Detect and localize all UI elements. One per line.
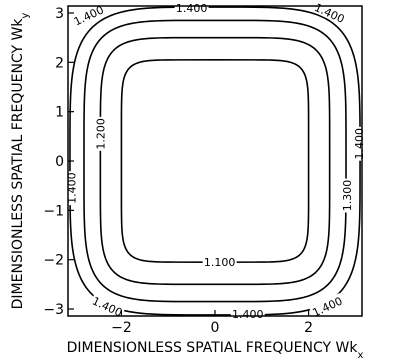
y-axis-label-text: DIMENSIONLESS SPATIAL FREQUENCY Wk: [10, 18, 26, 310]
x-axis-ticks: −2 0 2: [111, 310, 313, 336]
contour-label-group: 1.400: [230, 306, 265, 321]
contour-label-group: 1.400: [174, 1, 209, 15]
contour-label: 1.400: [176, 2, 208, 15]
contour-label-group: 1.200: [93, 116, 107, 151]
contour-label-bg: [174, 1, 209, 15]
x-axis-label-text: DIMENSIONLESS SPATIAL FREQUENCY Wk: [67, 340, 359, 356]
contour-label-group: 1.400: [311, 0, 349, 26]
contour-label-bg: [308, 293, 346, 320]
contour-label: 1.400: [232, 308, 264, 321]
y-tick-label: 3: [55, 6, 64, 22]
x-tick-label: −2: [111, 320, 132, 336]
x-tick-label: 2: [304, 320, 313, 336]
contour-label-bg: [89, 293, 126, 320]
y-tick-label: 0: [55, 154, 64, 170]
contour-label-bg: [93, 116, 107, 151]
x-tick-label: 0: [211, 320, 220, 336]
contour-label: 1.400: [312, 1, 346, 26]
contour-labels: 1.100 1.200 1.300 1.400 1.400 1.400 1.400 1.400…: [64, 0, 366, 321]
contour-label: 1.200: [94, 118, 107, 150]
y-axis-label: DIMENSIONLESS SPATIAL FREQUENCY Wky: [10, 13, 31, 310]
contour-label: 1.300: [341, 180, 354, 212]
x-axis-label-subscript: x: [357, 350, 363, 360]
y-tick-label: −3: [43, 302, 64, 318]
y-axis-label-subscript: y: [20, 13, 31, 19]
contour-line-1.100: [120, 59, 310, 263]
contour-label-bg: [339, 178, 353, 213]
contour-label: 1.100: [204, 256, 236, 269]
contour-line-1.300: [83, 19, 347, 303]
contour-label: 1.400: [72, 3, 106, 28]
contour-line-1.200: [99, 36, 331, 286]
contour-label-group: 1.100: [202, 255, 237, 269]
y-tick-label: −2: [43, 253, 64, 269]
y-tick-label: −1: [43, 203, 64, 219]
contour-label-bg: [70, 1, 107, 29]
y-tick-label: 2: [55, 55, 64, 71]
contour-label-group: 1.300: [339, 178, 354, 213]
contour-label-group: 1.400: [352, 126, 366, 161]
y-axis-ticks: −3 −2 −1 0 1 2 3: [43, 6, 74, 318]
y-tick-label: 1: [55, 105, 64, 121]
contour-label-group: 1.400: [64, 171, 78, 206]
x-axis-label: DIMENSIONLESS SPATIAL FREQUENCY Wkx: [67, 340, 364, 360]
contour-label: 1.400: [353, 128, 366, 160]
contour-label-bg: [202, 255, 237, 269]
